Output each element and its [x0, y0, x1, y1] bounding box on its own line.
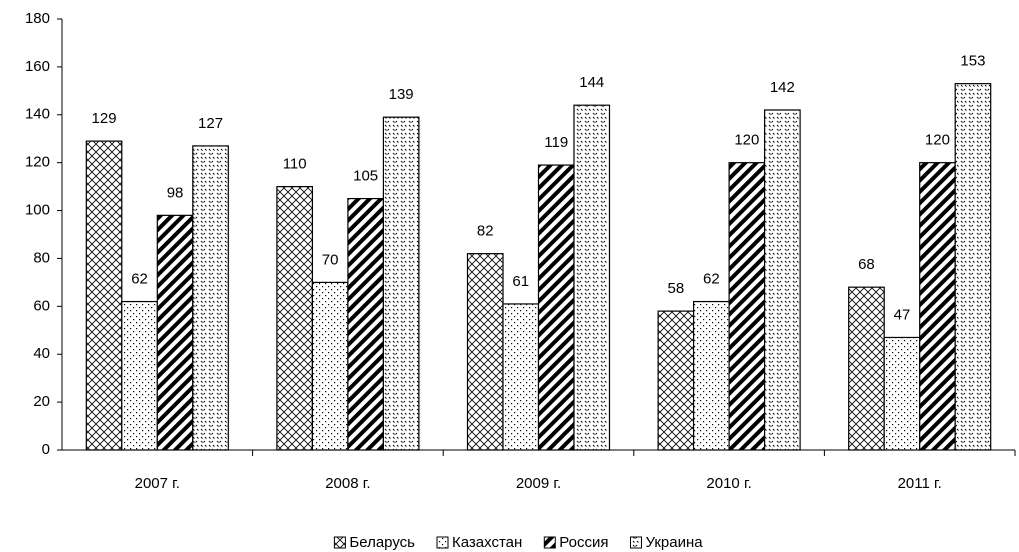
bar	[276, 186, 313, 451]
data-label: 120	[925, 132, 950, 149]
data-label: 105	[353, 168, 378, 185]
legend-label: Казахстан	[452, 534, 522, 551]
bar	[692, 300, 730, 451]
data-label: 120	[734, 132, 759, 149]
bar	[728, 162, 766, 451]
bar	[573, 104, 611, 451]
data-label: 47	[894, 306, 911, 323]
y-tick-label: 180	[25, 10, 50, 27]
bar	[848, 286, 885, 451]
y-tick-label: 80	[33, 249, 50, 266]
data-label: 110	[283, 156, 307, 173]
legend-label: Беларусь	[349, 534, 415, 551]
bar	[156, 214, 194, 451]
legend-swatch	[543, 536, 556, 549]
bar	[763, 109, 801, 451]
legend-swatch	[436, 536, 449, 549]
bar	[954, 83, 992, 451]
legend-swatch	[630, 536, 642, 549]
bar	[382, 116, 420, 451]
legend-swatch	[333, 536, 346, 549]
x-tick-label: 2007 г.	[135, 475, 180, 492]
data-label: 144	[579, 74, 604, 91]
bar	[537, 164, 575, 451]
bar	[121, 300, 158, 451]
data-label: 129	[92, 110, 117, 127]
data-label: 62	[703, 271, 720, 288]
legend-label: Россия	[559, 534, 608, 551]
y-tick-label: 40	[33, 345, 50, 362]
data-label: 68	[858, 256, 875, 273]
data-label: 82	[477, 223, 494, 240]
bar	[85, 140, 123, 451]
bar	[657, 310, 695, 451]
data-label: 58	[668, 280, 685, 297]
x-tick-label: 2011 г.	[898, 475, 942, 492]
data-label: 153	[960, 53, 985, 70]
x-tick-label: 2008 г.	[325, 475, 370, 492]
bar	[883, 336, 921, 451]
y-tick-label: 120	[25, 154, 50, 171]
y-tick-label: 100	[25, 202, 50, 219]
data-label: 127	[198, 115, 223, 132]
data-label: 70	[322, 251, 339, 268]
y-tick-label: 160	[25, 58, 50, 75]
y-tick-label: 20	[33, 393, 50, 410]
data-label: 142	[770, 79, 795, 96]
bar	[466, 253, 504, 451]
bar	[919, 162, 956, 451]
data-label: 98	[167, 184, 184, 201]
y-tick-label: 140	[25, 106, 50, 123]
bar	[502, 303, 540, 451]
x-tick-label: 2009 г.	[516, 475, 561, 492]
x-tick-label: 2010 г.	[706, 475, 751, 492]
y-tick-label: 0	[42, 441, 50, 458]
data-label: 62	[131, 271, 148, 288]
y-tick-label: 60	[33, 297, 50, 314]
data-label: 119	[544, 134, 568, 151]
bar	[192, 145, 229, 451]
legend-label: Украина	[646, 534, 704, 551]
data-label: 139	[389, 86, 414, 103]
bar	[311, 281, 349, 451]
bar	[347, 197, 384, 451]
data-label: 61	[512, 273, 529, 290]
